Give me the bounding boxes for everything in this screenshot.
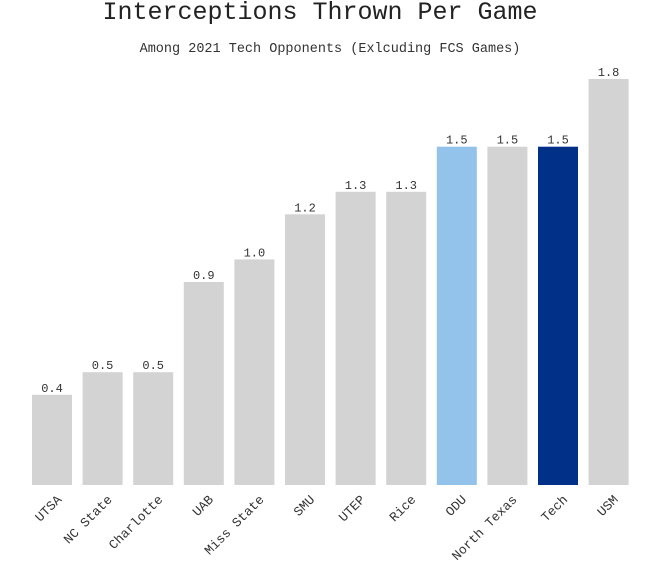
x-tick-label: UTEP — [336, 492, 369, 525]
bar-utep — [335, 191, 376, 486]
bar-uab — [183, 282, 224, 485]
value-label: 1.3 — [345, 179, 367, 193]
bar-rice — [386, 191, 427, 486]
bar-charlotte — [133, 372, 174, 485]
bar-miss-state — [234, 259, 275, 485]
value-label: 1.3 — [395, 179, 417, 193]
x-tick-label: SMU — [291, 492, 318, 519]
bar-odu — [436, 146, 477, 485]
value-label: 1.2 — [294, 201, 316, 215]
x-tick-label: Rice — [387, 492, 420, 525]
x-tick-label: UAB — [190, 492, 217, 519]
value-label: 0.5 — [92, 359, 114, 373]
bar-nc-state — [82, 372, 123, 485]
value-label: 1.0 — [244, 246, 266, 260]
x-tick-label: USM — [594, 492, 621, 519]
x-tick-label: Charlotte — [106, 492, 166, 552]
bar-utsa — [32, 394, 72, 485]
bar-usm — [588, 79, 629, 485]
value-label: 0.4 — [41, 382, 63, 396]
chart-subtitle: Among 2021 Tech Opponents (Exlcuding FCS… — [139, 42, 521, 57]
bars-group — [32, 79, 629, 486]
value-label: 1.5 — [446, 134, 468, 148]
chart-title: Interceptions Thrown Per Game — [102, 0, 538, 27]
x-tick-label: Tech — [538, 492, 571, 525]
bar-tech — [538, 146, 578, 485]
value-label: 1.5 — [547, 134, 569, 148]
x-tick-label: NC State — [61, 492, 116, 547]
value-label: 1.5 — [497, 134, 519, 148]
x-tick-label: ODU — [443, 492, 470, 519]
value-labels-group: 0.4 0.5 0.5 0.9 1.0 1.2 1.3 1.3 1.5 1.5 1.5 1.8 — [41, 66, 619, 396]
value-label: 1.8 — [598, 66, 620, 80]
x-tick-label: UTSA — [32, 492, 65, 525]
value-label: 0.5 — [142, 359, 164, 373]
bar-north-texas — [487, 146, 528, 485]
bar-smu — [285, 214, 325, 486]
value-label: 0.9 — [193, 269, 215, 283]
